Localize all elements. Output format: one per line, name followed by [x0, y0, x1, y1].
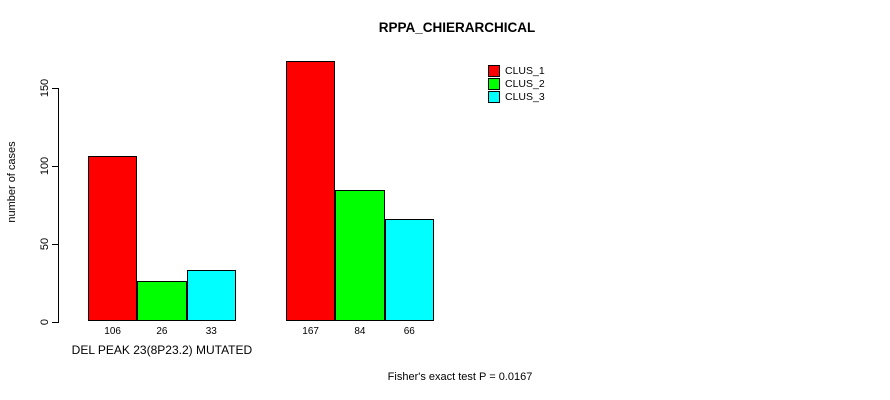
bar-clus_3-group-1 [186, 270, 236, 322]
x-axis-group-label: DEL PEAK 23(8P23.2) MUTATED [71, 343, 253, 357]
legend-item-clus_1: CLUS_1 [488, 64, 545, 77]
legend-label: CLUS_2 [505, 77, 545, 90]
bar-value-label: 106 [104, 326, 121, 337]
y-axis-label: number of cases [6, 141, 18, 223]
chart-title: RPPA_CHIERARCHICAL [378, 20, 536, 35]
y-axis-tick [52, 243, 58, 245]
bar-clus_1-group-1 [88, 156, 138, 322]
y-axis-tick-label: 150 [39, 78, 51, 97]
y-axis-line [58, 87, 59, 323]
legend-swatch-clus_1 [488, 64, 500, 77]
bar-value-label: 66 [403, 326, 415, 337]
y-axis-tick-label: 50 [39, 237, 51, 250]
y-axis-tick-label: 0 [39, 318, 51, 325]
fisher-test-annotation: Fisher's exact test P = 0.0167 [387, 371, 533, 383]
bar-clus_2-group-1 [137, 280, 187, 322]
legend-item-clus_3: CLUS_3 [488, 90, 545, 103]
bar-value-label: 84 [354, 326, 366, 337]
y-axis-tick [52, 321, 58, 323]
bar-value-label: 26 [156, 326, 168, 337]
legend: CLUS_1 CLUS_2 CLUS_3 [488, 64, 545, 103]
bar-clus_1-group-2 [286, 60, 336, 322]
legend-item-clus_2: CLUS_2 [488, 77, 545, 90]
legend-swatch-clus_2 [488, 77, 500, 90]
legend-swatch-clus_3 [488, 90, 500, 103]
legend-label: CLUS_1 [505, 64, 545, 77]
legend-label: CLUS_3 [505, 90, 545, 103]
bar-clus_2-group-2 [335, 190, 385, 322]
bar-value-label: 167 [302, 326, 319, 337]
y-axis-tick [52, 87, 58, 89]
y-axis-tick-label: 100 [39, 156, 51, 175]
y-axis-tick [52, 165, 58, 167]
bar-clus_3-group-2 [384, 218, 434, 322]
bar-value-label: 33 [205, 326, 217, 337]
